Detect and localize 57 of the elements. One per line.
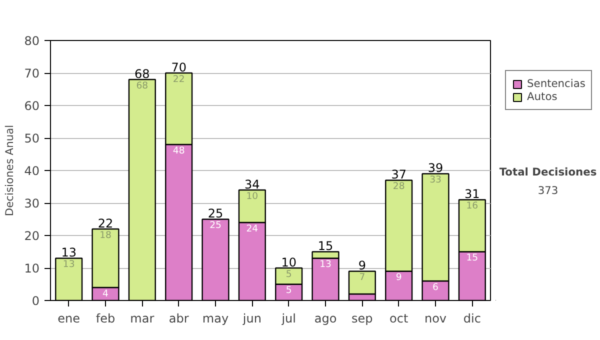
x-tick-label: abr [168, 312, 189, 326]
y-tick-label: 80 [24, 34, 40, 48]
y-tick-label: 40 [24, 164, 40, 178]
data-label: 4 [102, 288, 109, 300]
y-tick-label: 50 [24, 132, 40, 146]
x-tick-label: sep [352, 312, 373, 326]
y-axis-title: Decisiones Anual [3, 124, 16, 216]
total-label: 9 [358, 258, 366, 273]
total-label: 10 [281, 255, 296, 270]
x-tick-label: jul [280, 312, 296, 326]
total-label: 15 [318, 239, 334, 254]
y-tick-label: 0 [32, 294, 40, 308]
legend-label: Autos [527, 90, 558, 103]
y-tick-label: 70 [24, 66, 40, 80]
data-label: 16 [466, 200, 478, 212]
data-label: 22 [172, 74, 185, 85]
data-label: 7 [359, 272, 366, 284]
y-tick-label: 60 [24, 99, 40, 113]
data-label: 5 [286, 285, 292, 296]
total-label: 70 [171, 60, 186, 74]
x-tick-label: ene [58, 312, 80, 326]
y-tick-label: 30 [24, 196, 40, 210]
data-label: 9 [396, 272, 402, 284]
data-label: 68 [136, 80, 148, 92]
total-label: 25 [208, 206, 224, 221]
data-label: 24 [246, 223, 258, 234]
total-label: 31 [464, 187, 480, 202]
data-label: 13 [62, 259, 75, 270]
x-tick-label: nov [424, 312, 447, 326]
data-label: 13 [320, 259, 332, 270]
text: 373 [538, 184, 558, 197]
data-label: 6 [432, 282, 439, 293]
x-tick-label: feb [96, 312, 116, 326]
data-label: 28 [392, 181, 405, 192]
total-label: 68 [134, 66, 150, 81]
total-label: 22 [98, 216, 114, 230]
total-label: 13 [61, 246, 76, 260]
data-label: 33 [430, 174, 442, 186]
x-tick-label: mar [130, 312, 154, 326]
x-tick-label: may [202, 312, 229, 326]
x-tick-label: jun [242, 312, 262, 326]
data-label: 15 [466, 252, 478, 264]
data-label: 5 [286, 268, 292, 280]
total-label: 37 [391, 168, 406, 182]
data-label: 10 [246, 190, 258, 202]
y-tick-label: 20 [24, 229, 40, 243]
total-label: 34 [244, 177, 260, 192]
x-tick-label: ago [314, 312, 337, 326]
x-tick-label: dic [463, 312, 481, 326]
data-label: 25 [210, 220, 222, 232]
text: Total Decisiones [499, 165, 597, 178]
total-label: 39 [428, 161, 444, 176]
legend-label: Sentencias [527, 77, 586, 90]
data-label: 48 [172, 145, 185, 156]
x-tick-label: oct [390, 312, 408, 326]
y-tick-label: 10 [24, 262, 40, 276]
data-label: 18 [100, 230, 112, 241]
